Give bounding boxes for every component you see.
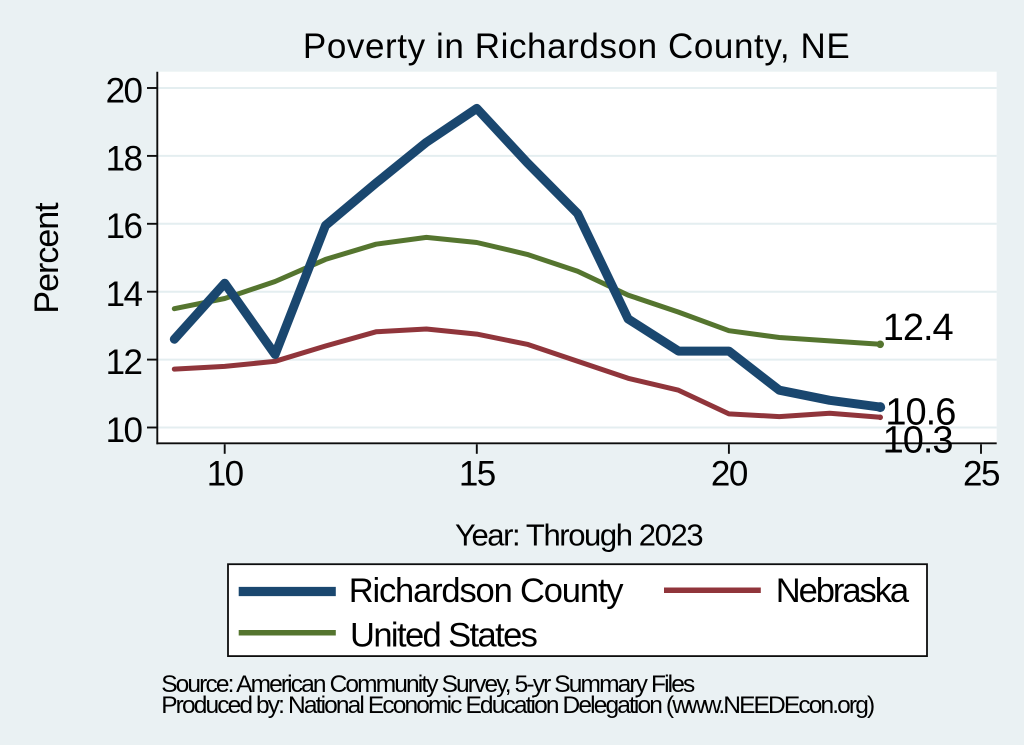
svg-text:12.4: 12.4 (883, 307, 954, 349)
svg-text:Produced by: National Economic: Produced by: National Economic Education… (161, 692, 874, 719)
svg-text:Poverty in Richardson County,: Poverty in Richardson County, NE (303, 27, 850, 66)
svg-text:Year: Through 2023: Year: Through 2023 (455, 517, 702, 552)
svg-text:10.6: 10.6 (885, 392, 955, 434)
svg-text:10: 10 (207, 455, 244, 494)
svg-text:14: 14 (106, 275, 143, 314)
svg-text:15: 15 (459, 455, 495, 494)
svg-text:12: 12 (106, 343, 142, 382)
svg-text:20: 20 (106, 71, 143, 110)
svg-text:18: 18 (106, 139, 142, 178)
svg-text:Nebraska: Nebraska (776, 572, 910, 610)
svg-text:Richardson County: Richardson County (349, 572, 625, 610)
svg-text:10: 10 (106, 411, 143, 450)
svg-text:Source: American Community Sur: Source: American Community Survey, 5-yr … (161, 671, 695, 698)
svg-text:United States: United States (350, 616, 537, 654)
svg-text:25: 25 (963, 455, 999, 494)
svg-text:16: 16 (106, 207, 142, 246)
svg-text:10.3: 10.3 (883, 419, 953, 461)
svg-text:Percent: Percent (28, 202, 66, 314)
svg-text:20: 20 (711, 455, 748, 494)
